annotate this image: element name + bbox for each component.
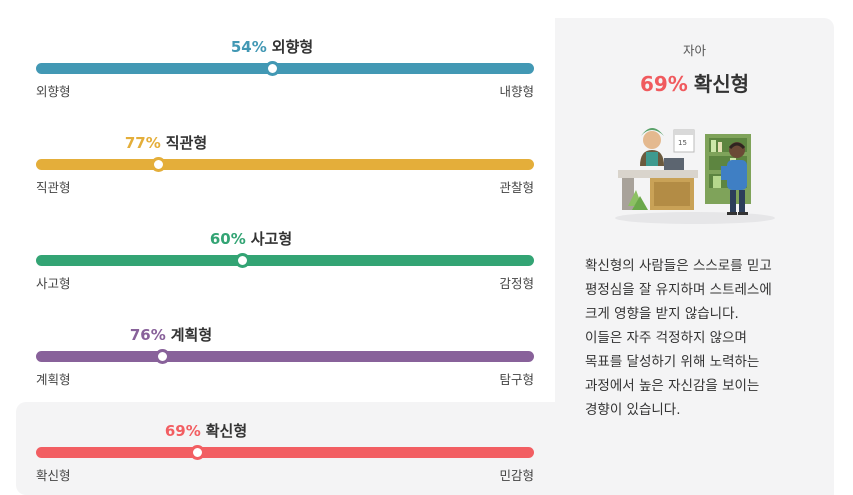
svg-text:15: 15 [678, 139, 687, 147]
description-line: 과정에서 높은 자신감을 보이는 [585, 378, 760, 394]
trait-percent: 69% [164, 422, 201, 440]
trait-right-label: 관찰형 [499, 180, 534, 195]
description-line: 목표를 달성하기 위해 노력하는 [585, 354, 760, 370]
trait-intuitive[interactable]: 77% 직관형 직관형 관찰형 [16, 96, 555, 195]
trait-list: 54% 외향형 외향형 내향형 77% 직관형 직관형 관찰형 60% 사고형 사고형… [16, 0, 555, 495]
trait-thinking[interactable]: 60% 사고형 사고형 감정형 [16, 192, 555, 291]
trait-heading: 69% 확신형 [165, 420, 247, 441]
trait-name: 사고형 [250, 230, 293, 248]
trait-detail-percent: 69% [639, 72, 688, 96]
trait-slider-track [36, 61, 534, 76]
description-line: 확신형의 사람들은 스스로를 믿고 [585, 258, 772, 274]
trait-slider-knob[interactable] [235, 253, 251, 268]
trait-name: 계획형 [170, 326, 213, 344]
trait-extraverted[interactable]: 54% 외향형 외향형 내향형 [16, 0, 555, 99]
trait-name: 외향형 [271, 38, 314, 56]
trait-name: 직관형 [165, 134, 208, 152]
confident-people-illustration-icon: 15 [615, 128, 775, 224]
trait-heading: 76% 계획형 [130, 324, 212, 345]
trait-slider-track [36, 253, 534, 268]
trait-left-label: 계획형 [36, 372, 71, 387]
trait-judging[interactable]: 76% 계획형 계획형 탐구형 [16, 288, 555, 387]
trait-percent: 77% [124, 134, 161, 152]
trait-percent: 54% [230, 38, 267, 56]
trait-slider-knob[interactable] [190, 445, 206, 460]
trait-description: 확신형의 사람들은 스스로를 믿고 평정심을 잘 유지하며 스트레스에 크게 영… [585, 254, 825, 422]
trait-percent: 60% [209, 230, 246, 248]
trait-percent: 76% [129, 326, 166, 344]
trait-heading: 54% 외향형 [231, 36, 313, 57]
trait-detail-title: 69% 확신형 [555, 68, 834, 97]
trait-name: 확신형 [205, 422, 248, 440]
trait-left-label: 확신형 [36, 468, 71, 483]
trait-slider-knob[interactable] [150, 157, 166, 172]
trait-right-label: 내향형 [499, 84, 534, 99]
description-line: 크게 영향을 받지 않습니다. [585, 306, 739, 322]
trait-left-label: 외향형 [36, 84, 71, 99]
trait-right-label: 민감형 [499, 468, 534, 483]
trait-slider-knob[interactable] [155, 349, 171, 364]
trait-slider-knob[interactable] [265, 61, 281, 76]
trait-detail-name: 확신형 [693, 72, 750, 96]
trait-left-label: 직관형 [36, 180, 71, 195]
trait-detail-panel: 자아 69% 확신형 15 [555, 18, 834, 495]
trait-heading: 77% 직관형 [125, 132, 207, 153]
trait-right-label: 탐구형 [499, 372, 534, 387]
trait-slider-track [36, 349, 534, 364]
trait-assertive[interactable]: 69% 확신형 확신형 민감형 [16, 402, 555, 495]
description-line: 평정심을 잘 유지하며 스트레스에 [585, 282, 772, 298]
trait-slider-track [36, 157, 534, 172]
trait-heading: 60% 사고형 [210, 228, 292, 249]
trait-category: 자아 [682, 43, 706, 58]
description-line: 이들은 자주 걱정하지 않으며 [585, 330, 747, 346]
trait-left-label: 사고형 [36, 276, 71, 291]
trait-right-label: 감정형 [499, 276, 534, 291]
trait-slider-track [36, 445, 534, 460]
description-line: 경향이 있습니다. [585, 402, 681, 418]
